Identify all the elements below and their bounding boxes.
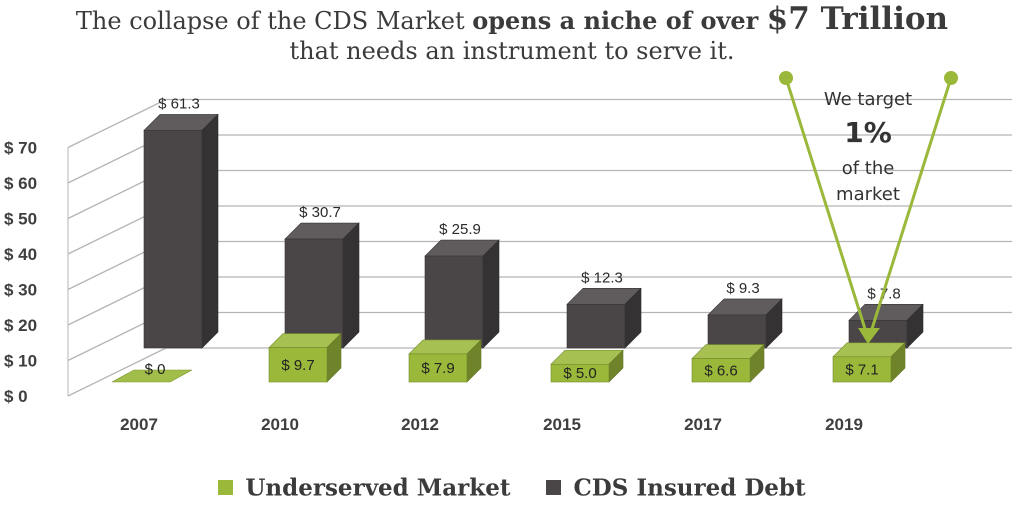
legend-swatch-underserved <box>218 480 234 496</box>
bar-underserved-flat <box>111 369 193 383</box>
bar-underserved-front <box>408 353 468 383</box>
data-label-cds: $ 12.3 <box>581 269 623 286</box>
bar-cds-front <box>566 304 626 349</box>
data-label-cds: $ 9.3 <box>726 280 759 297</box>
title-part-a: The collapse of the CDS Market <box>75 7 473 35</box>
x-axis-ticks: 2007 2010 2012 2015 2017 2019 <box>120 415 863 434</box>
bar-cds-side <box>342 222 360 349</box>
annotation-line1: We target <box>824 89 912 110</box>
y-tick-label: $ 70 <box>4 139 37 158</box>
data-label-cds: $ 30.7 <box>299 204 341 221</box>
annotation-arrow-right <box>869 77 953 333</box>
data-label-underserved: $ 9.7 <box>281 357 314 374</box>
y-tick-label: $ 50 <box>4 210 37 229</box>
data-label-cds: $ 25.9 <box>439 221 481 238</box>
annotation-line3: of the <box>842 158 895 179</box>
bar-cds <box>566 287 642 349</box>
chart-title-line1: The collapse of the CDS Market opens a n… <box>0 2 1024 38</box>
x-tick-label: 2010 <box>261 415 299 434</box>
bar-underserved <box>550 349 624 383</box>
data-label-underserved: $ 7.1 <box>845 361 878 378</box>
data-label-underserved: $ 5.0 <box>563 365 596 382</box>
bar-underserved <box>691 343 765 383</box>
bar-cds-side <box>482 239 500 349</box>
y-tick-label: $ 30 <box>4 281 37 300</box>
data-label-cds: $ 61.3 <box>158 95 200 112</box>
legend-item-cds: CDS Insured Debt <box>546 473 806 502</box>
bar-cds-front <box>707 314 767 349</box>
x-tick-label: 2019 <box>825 415 863 434</box>
legend-label-underserved: Underserved Market <box>245 474 511 502</box>
data-label-underserved: $ 7.9 <box>421 360 454 377</box>
legend-item-underserved: Underserved Market <box>218 473 511 502</box>
bar-cds-front <box>424 255 484 349</box>
y-tick-label: $ 40 <box>4 245 37 264</box>
bar-underserved <box>268 332 342 383</box>
data-label-underserved: $ 6.6 <box>704 362 737 379</box>
x-tick-label: 2017 <box>684 415 722 434</box>
y-axis-ticks: $ 0 $ 10 $ 20 $ 30 $ 40 $ 50 $ 60 $ 70 <box>4 139 37 407</box>
bar-cds <box>707 298 783 349</box>
bar-underserved <box>408 339 482 383</box>
bar-underserved <box>832 342 906 383</box>
annotation-dot-left <box>779 71 793 85</box>
x-tick-label: 2012 <box>401 415 439 434</box>
annotation-line4: market <box>836 184 900 205</box>
target-annotation: We target 1% of the market <box>779 71 958 344</box>
data-label-underserved: $ 0 <box>145 361 166 378</box>
title-part-b: opens a niche of over <box>472 6 767 35</box>
bar-cds-front <box>284 238 344 349</box>
y-tick-label: $ 10 <box>4 352 37 371</box>
bar-cds <box>424 239 500 349</box>
bar-underserved-front <box>550 363 610 383</box>
title-part-c: $7 Trillion <box>766 1 949 37</box>
bar-cds <box>143 113 219 349</box>
x-tick-label: 2015 <box>543 415 581 434</box>
legend-label-cds: CDS Insured Debt <box>573 474 806 502</box>
bar-cds-front <box>143 130 203 349</box>
y-tick-label: $ 20 <box>4 316 37 335</box>
legend: Underserved Market CDS Insured Debt <box>0 472 1024 501</box>
y-tick-label: $ 0 <box>4 387 28 406</box>
y-tick-label: $ 60 <box>4 174 37 193</box>
x-tick-label: 2007 <box>120 415 158 434</box>
bars: $ 61.3 $ 0 $ 30.7 $ 9.7 $ 25.9 $ 7.9 $ 12.3 $ 5… <box>111 95 924 383</box>
grid-line-diag <box>67 98 167 149</box>
grid-line-diag <box>67 347 167 397</box>
annotation-line2: 1% <box>844 116 892 149</box>
bar-underserved-front <box>691 358 751 383</box>
bar-underserved-front <box>268 347 328 383</box>
bar-underserved-front <box>832 356 892 383</box>
chart-title-line2: that needs an instrument to serve it. <box>289 37 735 65</box>
bar-cds-side <box>201 113 219 349</box>
annotation-arrowhead <box>858 328 880 344</box>
annotation-dot-right <box>944 71 958 85</box>
bar-cds <box>284 222 360 349</box>
legend-swatch-cds <box>546 480 562 496</box>
annotation-arrow-left <box>784 77 868 333</box>
